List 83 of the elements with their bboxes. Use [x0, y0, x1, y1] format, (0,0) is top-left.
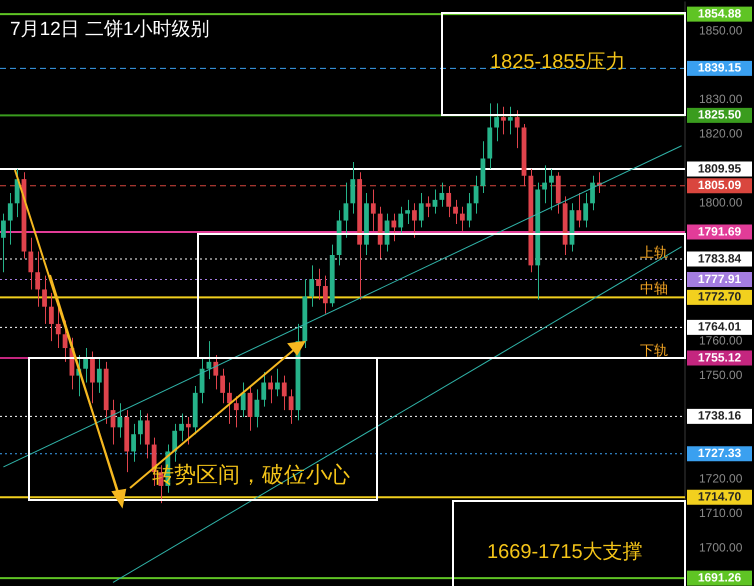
candlestick [220, 368, 226, 404]
candlestick [494, 102, 500, 142]
candlestick [179, 413, 184, 442]
ref-line-label: 1714.70 [698, 490, 742, 504]
y-tick-label: 1820.00 [699, 126, 743, 141]
candlestick [576, 192, 582, 228]
candlestick [398, 206, 404, 235]
ref-line-label: 1783.84 [698, 251, 742, 266]
ref-line-label: 1738.16 [698, 408, 742, 423]
candlestick [288, 388, 294, 424]
y-tick-label: 1700.00 [699, 540, 743, 554]
candlestick [542, 164, 547, 204]
candlestick [583, 192, 588, 228]
candlestick [501, 106, 506, 135]
candlestick [28, 237, 34, 290]
candlestick [138, 410, 143, 446]
candlestick [405, 199, 410, 224]
ref-line-label: 1825.50 [698, 108, 742, 122]
candlestick [322, 275, 328, 314]
candlestick [83, 348, 88, 384]
candlestick [110, 399, 116, 446]
candlestick [261, 372, 266, 408]
ref-line-label: 1805.09 [698, 178, 742, 192]
ref-line-label: 1727.33 [698, 446, 742, 460]
ref-line-label: 1777.91 [698, 272, 742, 286]
candlestick [35, 251, 40, 308]
y-tick-label: 1750.00 [699, 368, 743, 382]
candlestick [549, 168, 554, 211]
candlestick [439, 182, 444, 208]
candlestick [268, 375, 273, 404]
candlestick [453, 199, 458, 224]
candlestick [62, 320, 68, 362]
candlestick [370, 189, 376, 232]
candlestick [590, 175, 595, 211]
candlestick [418, 192, 424, 228]
y-tick-label: 1710.00 [699, 506, 743, 520]
candlestick [316, 268, 321, 300]
ref-line-label: 1764.01 [698, 320, 742, 334]
candlestick [426, 196, 431, 218]
candlestick [446, 186, 452, 218]
candlestick [234, 396, 239, 428]
candlestick [42, 275, 47, 324]
candlestick [117, 402, 122, 438]
candlestick [56, 306, 61, 349]
y-tick-label: 1760.00 [699, 333, 743, 348]
candlestick [432, 189, 438, 214]
candlestick [508, 106, 513, 135]
candlestick [8, 192, 13, 246]
candlestick [1, 213, 6, 273]
annotation: 1825-1855压力 [490, 50, 626, 74]
ref-line-label: 1791.69 [698, 224, 742, 238]
candlestick [186, 416, 191, 446]
candlestick [412, 202, 417, 238]
annotation: 上轨 [640, 244, 668, 261]
ref-line-label: 1691.26 [698, 570, 742, 584]
y-tick-label: 1830.00 [699, 92, 743, 106]
candlestick [466, 192, 472, 228]
ref-line-label: 1755.12 [698, 350, 742, 364]
candlestick [96, 358, 102, 394]
annotation: 下轨 [640, 342, 668, 359]
candlestick [48, 292, 54, 342]
candlestick [391, 213, 396, 242]
candlestick [514, 110, 520, 149]
ref-line-label: 1854.88 [698, 6, 742, 20]
candlestick [131, 423, 136, 462]
candlestick [275, 368, 280, 397]
candlestick [344, 182, 348, 238]
candlestick [474, 175, 478, 214]
candlestick [227, 382, 232, 424]
y-tick-label: 1720.00 [699, 471, 743, 486]
annotation: 中轴 [640, 280, 668, 297]
candlestick [460, 206, 465, 232]
candlestick [309, 264, 314, 308]
text: 7月12日 二饼1小时级别 [10, 18, 210, 42]
candlestick [282, 375, 287, 411]
ref-line-label: 1839.15 [698, 60, 742, 75]
y-tick-label: 1800.00 [699, 196, 743, 210]
candlestick [254, 388, 260, 428]
candlestick [206, 340, 212, 380]
ref-line-label: 1809.95 [698, 161, 742, 176]
annotation: 1669-1715大支撑 [487, 540, 643, 564]
y-tick-label: 1850.00 [699, 23, 743, 38]
ref-line-label: 1772.70 [698, 290, 742, 304]
